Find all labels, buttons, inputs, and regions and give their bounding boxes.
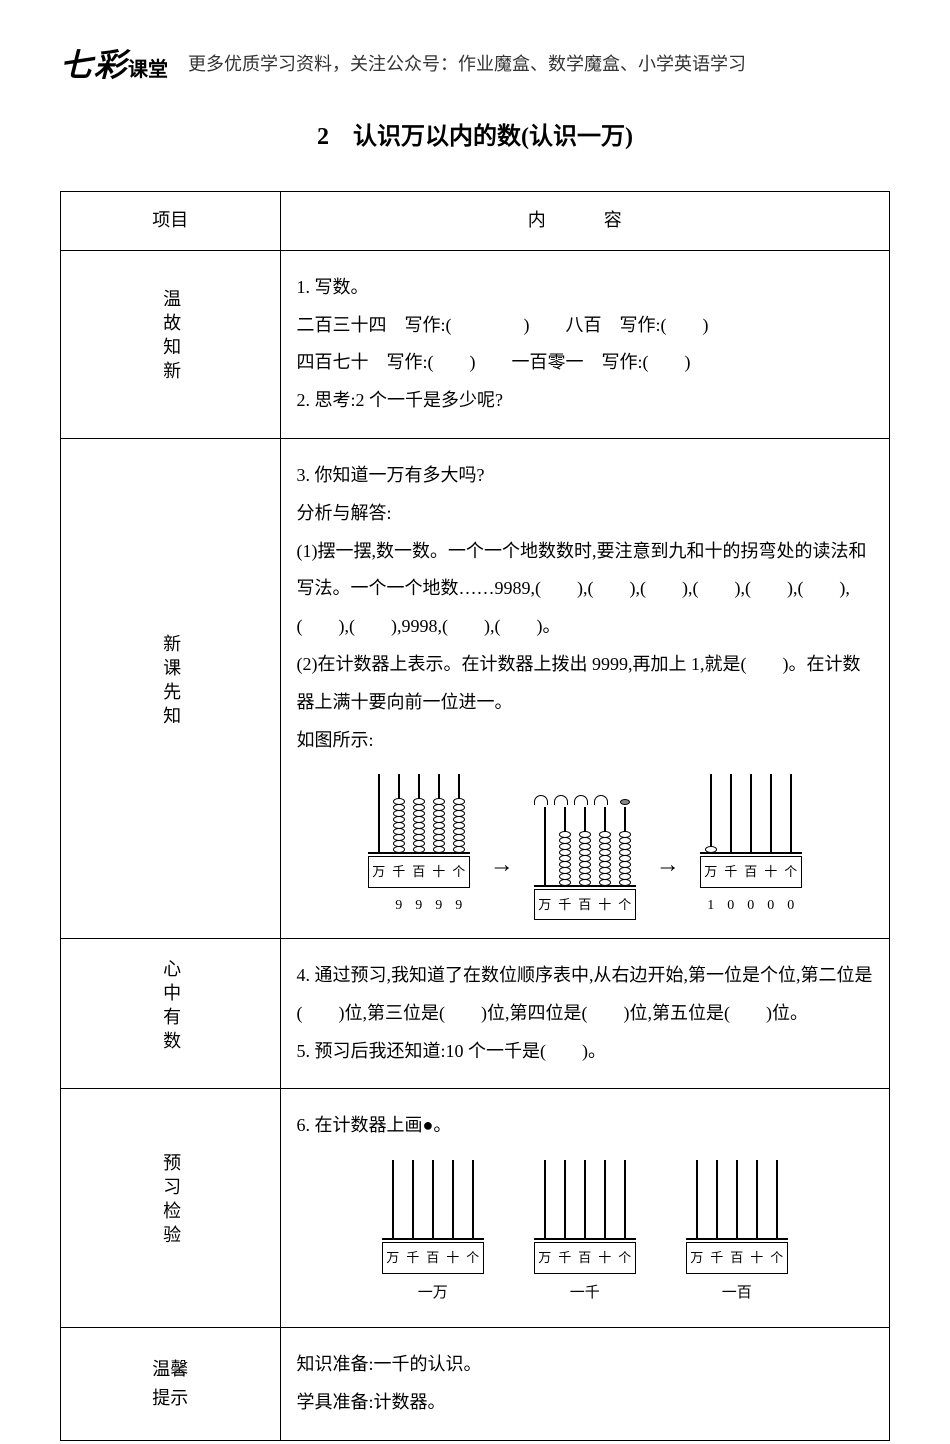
logo-ketang: 课堂 bbox=[128, 53, 168, 82]
content-xinke: 3. 你知道一万有多大吗? 分析与解答: (1)摆一摆,数一数。一个一个地数数时… bbox=[280, 438, 890, 938]
row-xinke: 新课先知 3. 你知道一万有多大吗? 分析与解答: (1)摆一摆,数一数。一个一… bbox=[61, 438, 890, 938]
label-yuxi: 预习检验 bbox=[61, 1089, 281, 1328]
abacus-diagram-1: 万千百十个9999→万千百十个→万千百十个10000 bbox=[297, 774, 874, 920]
content-xinzhong: 4. 通过预习,我知道了在数位顺序表中,从右边开始,第一位是个位,第二位是( )… bbox=[280, 939, 890, 1089]
label-wenxin: 温馨 提示 bbox=[61, 1328, 281, 1441]
main-table: 项目 内 容 温故知新 1. 写数。 二百三十四 写作:( ) 八百 写作:( … bbox=[60, 191, 890, 1441]
wengu-line2: 二百三十四 写作:( ) 八百 写作:( ) bbox=[297, 307, 874, 345]
yuxi-line1: 6. 在计数器上画●。 bbox=[297, 1107, 874, 1145]
content-wengu: 1. 写数。 二百三十四 写作:( ) 八百 写作:( ) 四百七十 写作:( … bbox=[280, 250, 890, 438]
label-xinzhong: 心中有数 bbox=[61, 939, 281, 1089]
page-header: 七彩 课堂 更多优质学习资料，关注公众号：作业魔盒、数学魔盒、小学英语学习 bbox=[60, 40, 890, 86]
row-xinzhong: 心中有数 4. 通过预习,我知道了在数位顺序表中,从右边开始,第一位是个位,第二… bbox=[61, 939, 890, 1089]
xinke-line5: 如图所示: bbox=[297, 722, 874, 760]
xinzhong-line2: 5. 预习后我还知道:10 个一千是( )。 bbox=[297, 1033, 874, 1071]
row-wengu: 温故知新 1. 写数。 二百三十四 写作:( ) 八百 写作:( ) 四百七十 … bbox=[61, 250, 890, 438]
col-project: 项目 bbox=[61, 192, 281, 251]
abacus-diagram-2: 万千百十个一万万千百十个一千万千百十个一百 bbox=[297, 1160, 874, 1309]
wenxin-line2: 学具准备:计数器。 bbox=[297, 1384, 874, 1422]
wengu-line1: 1. 写数。 bbox=[297, 269, 874, 307]
col-content: 内 容 bbox=[280, 192, 890, 251]
wenxin-line1: 知识准备:一千的认识。 bbox=[297, 1346, 874, 1384]
logo-qicai: 七彩 bbox=[60, 40, 128, 86]
header-subtitle: 更多优质学习资料，关注公众号：作业魔盒、数学魔盒、小学英语学习 bbox=[188, 50, 746, 76]
row-yuxi: 预习检验 6. 在计数器上画●。 万千百十个一万万千百十个一千万千百十个一百 bbox=[61, 1089, 890, 1328]
xinke-line2: 分析与解答: bbox=[297, 495, 874, 533]
xinke-line4: (2)在计数器上表示。在计数器上拨出 9999,再加上 1,就是( )。在计数器… bbox=[297, 646, 874, 722]
label-xinke: 新课先知 bbox=[61, 438, 281, 938]
content-yuxi: 6. 在计数器上画●。 万千百十个一万万千百十个一千万千百十个一百 bbox=[280, 1089, 890, 1328]
wengu-line3: 四百七十 写作:( ) 一百零一 写作:( ) bbox=[297, 344, 874, 382]
page-title: 2 认识万以内的数(认识一万) bbox=[60, 116, 890, 151]
table-header-row: 项目 内 容 bbox=[61, 192, 890, 251]
logo: 七彩 课堂 bbox=[60, 40, 168, 86]
label-wengu: 温故知新 bbox=[61, 250, 281, 438]
xinke-line1: 3. 你知道一万有多大吗? bbox=[297, 457, 874, 495]
content-wenxin: 知识准备:一千的认识。 学具准备:计数器。 bbox=[280, 1328, 890, 1441]
wengu-line4: 2. 思考:2 个一千是多少呢? bbox=[297, 382, 874, 420]
xinzhong-line1: 4. 通过预习,我知道了在数位顺序表中,从右边开始,第一位是个位,第二位是( )… bbox=[297, 957, 874, 1033]
xinke-line3: (1)摆一摆,数一数。一个一个地数数时,要注意到九和十的拐弯处的读法和写法。一个… bbox=[297, 533, 874, 646]
row-wenxin: 温馨 提示 知识准备:一千的认识。 学具准备:计数器。 bbox=[61, 1328, 890, 1441]
